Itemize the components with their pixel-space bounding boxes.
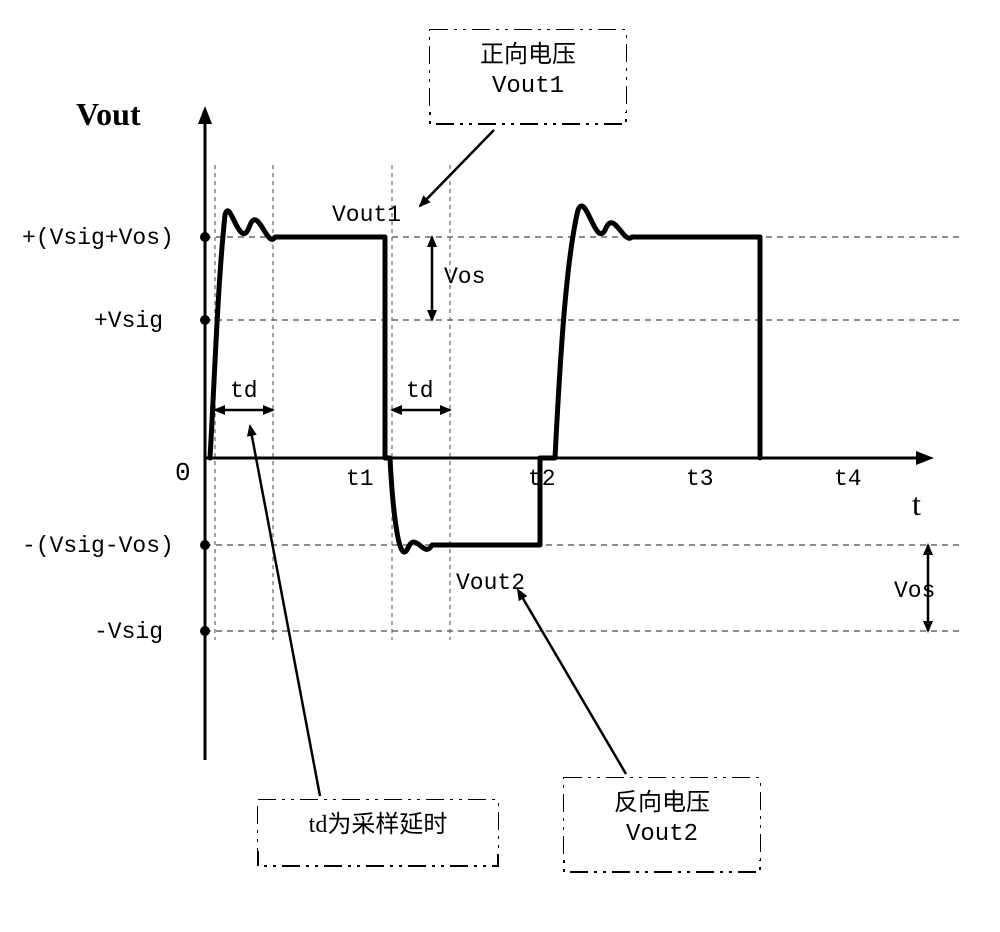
callout-forward-box: 正向电压 Vout1 — [430, 30, 626, 112]
ylabel-pos-sig: +Vsig — [94, 308, 163, 334]
xlabel-t4: t4 — [834, 466, 862, 492]
xlabel-t3: t3 — [686, 466, 714, 492]
callout-forward-line2: Vout1 — [444, 71, 612, 102]
vout2-point-label: Vout2 — [456, 570, 525, 596]
xlabel-t1: t1 — [346, 466, 374, 492]
td-label-1: td — [230, 378, 258, 404]
callout-reverse-box: 反向电压 Vout2 — [564, 778, 760, 860]
y-axis-label: Vout — [76, 96, 141, 133]
callout-tdnote-line1: td为采样延时 — [272, 810, 484, 841]
td-label-2: td — [406, 378, 434, 404]
vos-label-2: Vos — [894, 578, 935, 604]
vos-label-1: Vos — [444, 264, 485, 290]
ylabel-pos-sum: +(Vsig+Vos) — [22, 225, 174, 251]
callout-forward-line1: 正向电压 — [444, 40, 612, 71]
callout-tdnote-box: td为采样延时 — [258, 800, 498, 851]
xlabel-t2: t2 — [528, 466, 556, 492]
vout1-point-label: Vout1 — [332, 202, 401, 228]
ylabel-neg-diff: -(Vsig-Vos) — [22, 533, 174, 559]
origin-label: 0 — [175, 458, 191, 488]
x-axis-label: t — [912, 486, 921, 523]
callout-reverse-line1: 反向电压 — [578, 788, 746, 819]
callout-reverse-line2: Vout2 — [578, 819, 746, 850]
ylabel-neg-sig: -Vsig — [94, 619, 163, 645]
